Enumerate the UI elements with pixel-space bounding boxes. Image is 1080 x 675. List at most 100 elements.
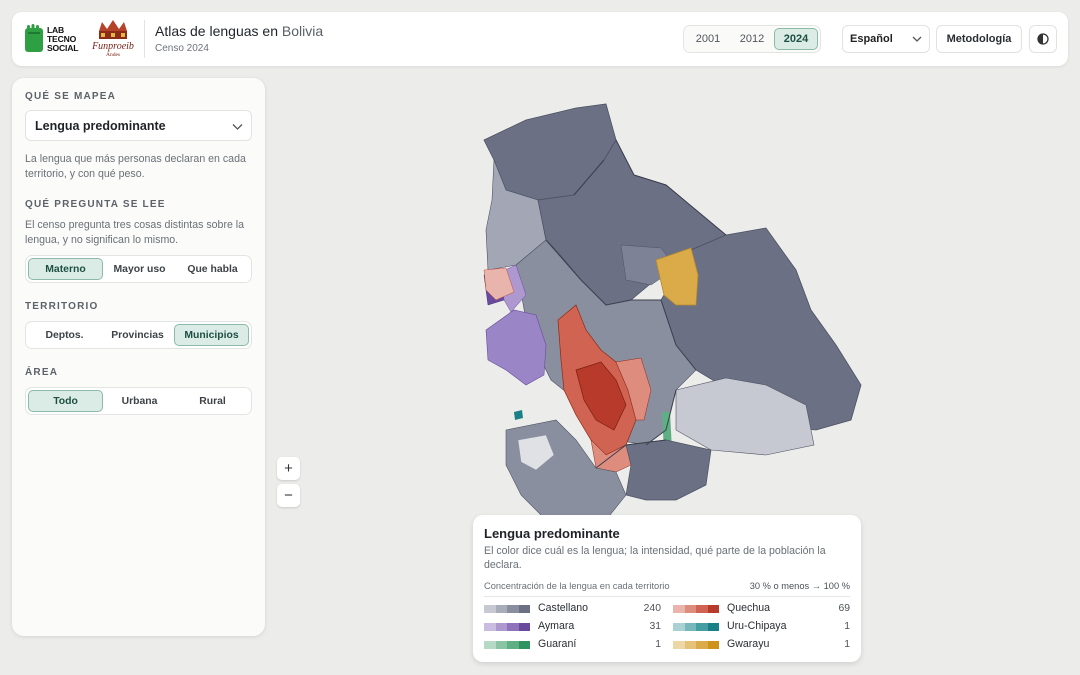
top-bar: LAB TECNO SOCIAL Funproeib Andes Atlas d… [12,12,1068,66]
funproeib-subtext: Andes [105,52,121,58]
labtecnosocial-wordmark: LAB TECNO SOCIAL [47,24,79,53]
legend-swatch-step [707,623,719,631]
legend-title: Lengua predominante [484,526,620,541]
option-materno[interactable]: Materno [28,258,103,280]
header-divider [144,20,145,58]
legend-swatch [673,641,719,649]
region-gwarayu[interactable] [655,247,699,306]
legend-swatch-step [507,605,519,613]
legend-swatch-step [673,641,685,649]
year-button-2012[interactable]: 2012 [739,33,765,45]
hand-icon [25,24,43,52]
legend-swatch-step [707,605,719,613]
legend-swatch [673,605,719,613]
logo-line-1: LAB [47,24,65,35]
legend-description: El color dice cuál es la lengua; la inte… [484,545,826,571]
legend-item-count: 31 [649,621,661,632]
region-uru-chipaya[interactable] [514,410,523,420]
question-description: El censo pregunta tres cosas distintas s… [25,219,245,246]
legend-swatch [673,623,719,631]
legend-item-name: Aymara [538,620,575,632]
region-quechua-east[interactable] [615,357,652,421]
year-button-2001[interactable]: 2001 [695,33,721,45]
legend-swatch-step [507,623,519,631]
legend-item-quechua[interactable]: Quechua 69 [673,602,850,616]
option-deptos[interactable]: Deptos. [45,329,84,341]
funproeib-logo[interactable]: Funproeib Andes [90,19,136,61]
option-todo[interactable]: Todo [28,390,103,412]
legend-swatch-step [684,605,696,613]
region-salar[interactable] [517,434,555,471]
zoom-out-button[interactable]: − [277,484,300,507]
legend-item-castellano[interactable]: Castellano 240 [484,602,661,616]
methodology-button[interactable]: Metodología [936,25,1022,53]
territory-toggle: Deptos. Provincias Municipios [25,321,252,349]
legend-swatch-step [696,605,708,613]
variable-select[interactable]: Lengua predominante [25,110,252,141]
legend-swatch-step [484,623,496,631]
app-subtitle: Censo 2024 [155,43,209,54]
legend-swatch-step [684,641,696,649]
contrast-icon [1037,33,1049,45]
logo-line-3: SOCIAL [47,42,79,53]
legend-swatch-step [673,623,685,631]
legend-swatch [484,623,530,631]
year-selector: 2001 2012 2024 [683,25,821,53]
legend-item-gwarayu[interactable]: Gwarayu 1 [673,638,850,652]
option-que-habla[interactable]: Que habla [187,263,238,275]
region-chiquitania[interactable] [675,377,815,456]
region-quechua-light-north[interactable] [483,267,515,301]
zoom-in-button[interactable]: + [277,457,300,480]
region-chaco[interactable] [625,439,712,501]
region-aymara[interactable] [485,309,547,386]
legend-swatch-step [484,605,496,613]
section-label-pregunta: QUÉ PREGUNTA SE LEE [25,199,166,210]
legend-item-aymara[interactable]: Aymara 31 [484,620,661,634]
legend-swatch-step [684,623,696,631]
legend-item-count: 1 [655,639,661,650]
region-quechua-dark[interactable] [575,361,627,431]
option-provincias[interactable]: Provincias [111,329,164,341]
crown-icon [99,20,127,39]
legend-swatch [484,605,530,613]
app-title: Atlas de lenguas en Bolivia [155,23,323,39]
option-municipios[interactable]: Municipios [174,324,249,346]
theme-toggle-button[interactable] [1029,25,1057,53]
funproeib-wordmark: Funproeib [92,41,134,52]
question-toggle: Materno Mayor uso Que habla [25,255,252,283]
legend-swatch-step [696,641,708,649]
area-toggle: Todo Urbana Rural [25,387,252,415]
legend-swatch-step [673,605,685,613]
legend-divider [484,596,850,597]
section-label-mapea: QUÉ SE MAPEA [25,91,117,102]
legend-swatch [484,641,530,649]
legend-item-guaran-[interactable]: Guaraní 1 [484,638,661,652]
title-block: Atlas de lenguas en Bolivia Censo 2024 [155,23,323,54]
year-button-2024[interactable]: 2024 [774,28,818,50]
section-label-territorio: TERRITORIO [25,301,99,312]
legend-item-count: 1 [844,639,850,650]
legend-item-uru-chipaya[interactable]: Uru-Chipaya 1 [673,620,850,634]
legend-item-name: Gwarayu [727,638,770,650]
chevron-down-icon [232,124,243,130]
option-urbana[interactable]: Urbana [121,395,158,407]
chevron-down-icon [912,36,922,42]
labtecnosocial-logo[interactable]: LAB TECNO SOCIAL [24,24,84,54]
legend-scale-range: 30 % o menos → 100 % [749,581,850,591]
option-mayor-uso[interactable]: Mayor uso [113,263,166,275]
legend-swatch-step [495,623,507,631]
title-main: Atlas de lenguas en [155,23,278,39]
bolivia-map[interactable] [466,100,866,540]
logo-line-2: TECNO [47,33,77,44]
variable-select-value: Lengua predominante [35,118,166,133]
option-rural[interactable]: Rural [199,395,226,407]
legend-swatch-step [507,641,519,649]
legend-item-count: 240 [643,603,661,614]
language-select-value: Español [850,33,893,45]
language-select[interactable]: Español [842,25,930,53]
control-panel: QUÉ SE MAPEA Lengua predominante La leng… [12,78,265,636]
title-place: Bolivia [281,23,324,39]
legend-item-name: Castellano [538,602,589,614]
legend-swatch-step [707,641,719,649]
legend-item-name: Uru-Chipaya [727,620,787,632]
